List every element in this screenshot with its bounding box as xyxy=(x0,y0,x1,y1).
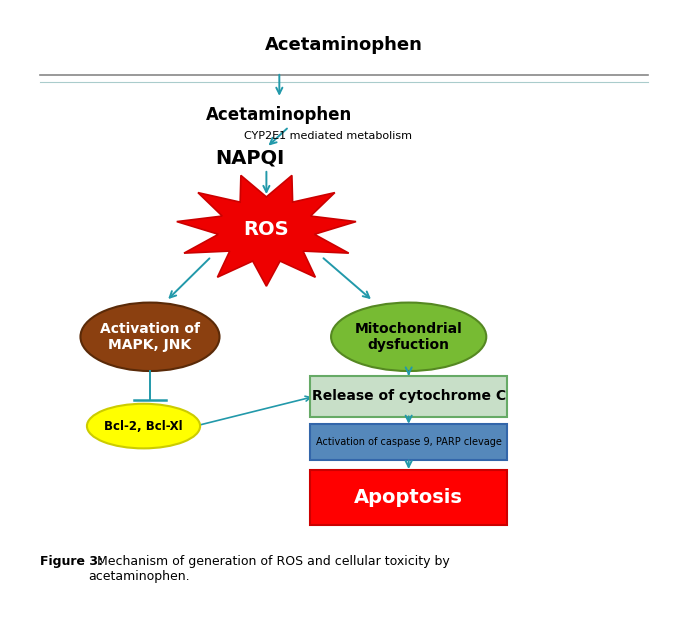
Text: Activation of caspase 9, PARP clevage: Activation of caspase 9, PARP clevage xyxy=(316,437,502,447)
Text: Apoptosis: Apoptosis xyxy=(354,488,463,507)
Text: NAPQI: NAPQI xyxy=(215,149,285,168)
Text: ROS: ROS xyxy=(244,220,289,239)
Text: Acetaminophen: Acetaminophen xyxy=(206,106,352,124)
Text: Activation of
MAPK, JNK: Activation of MAPK, JNK xyxy=(100,322,200,352)
Text: Acetaminophen: Acetaminophen xyxy=(265,36,423,54)
Text: Mitochondrial
dysfuction: Mitochondrial dysfuction xyxy=(355,322,462,352)
Ellipse shape xyxy=(331,303,486,371)
Ellipse shape xyxy=(80,303,219,371)
FancyBboxPatch shape xyxy=(310,376,507,417)
Text: Bcl-2, Bcl-Xl: Bcl-2, Bcl-Xl xyxy=(104,420,183,433)
Text: CYP2E1 mediated metabolism: CYP2E1 mediated metabolism xyxy=(244,131,412,141)
Text: Mechanism of generation of ROS and cellular toxicity by
acetaminophen.: Mechanism of generation of ROS and cellu… xyxy=(89,556,449,583)
Text: Release of cytochrome C: Release of cytochrome C xyxy=(312,389,506,403)
Ellipse shape xyxy=(87,404,200,448)
FancyBboxPatch shape xyxy=(310,470,507,525)
Text: Figure 3:: Figure 3: xyxy=(40,556,103,568)
Polygon shape xyxy=(177,175,356,286)
FancyBboxPatch shape xyxy=(310,424,507,460)
